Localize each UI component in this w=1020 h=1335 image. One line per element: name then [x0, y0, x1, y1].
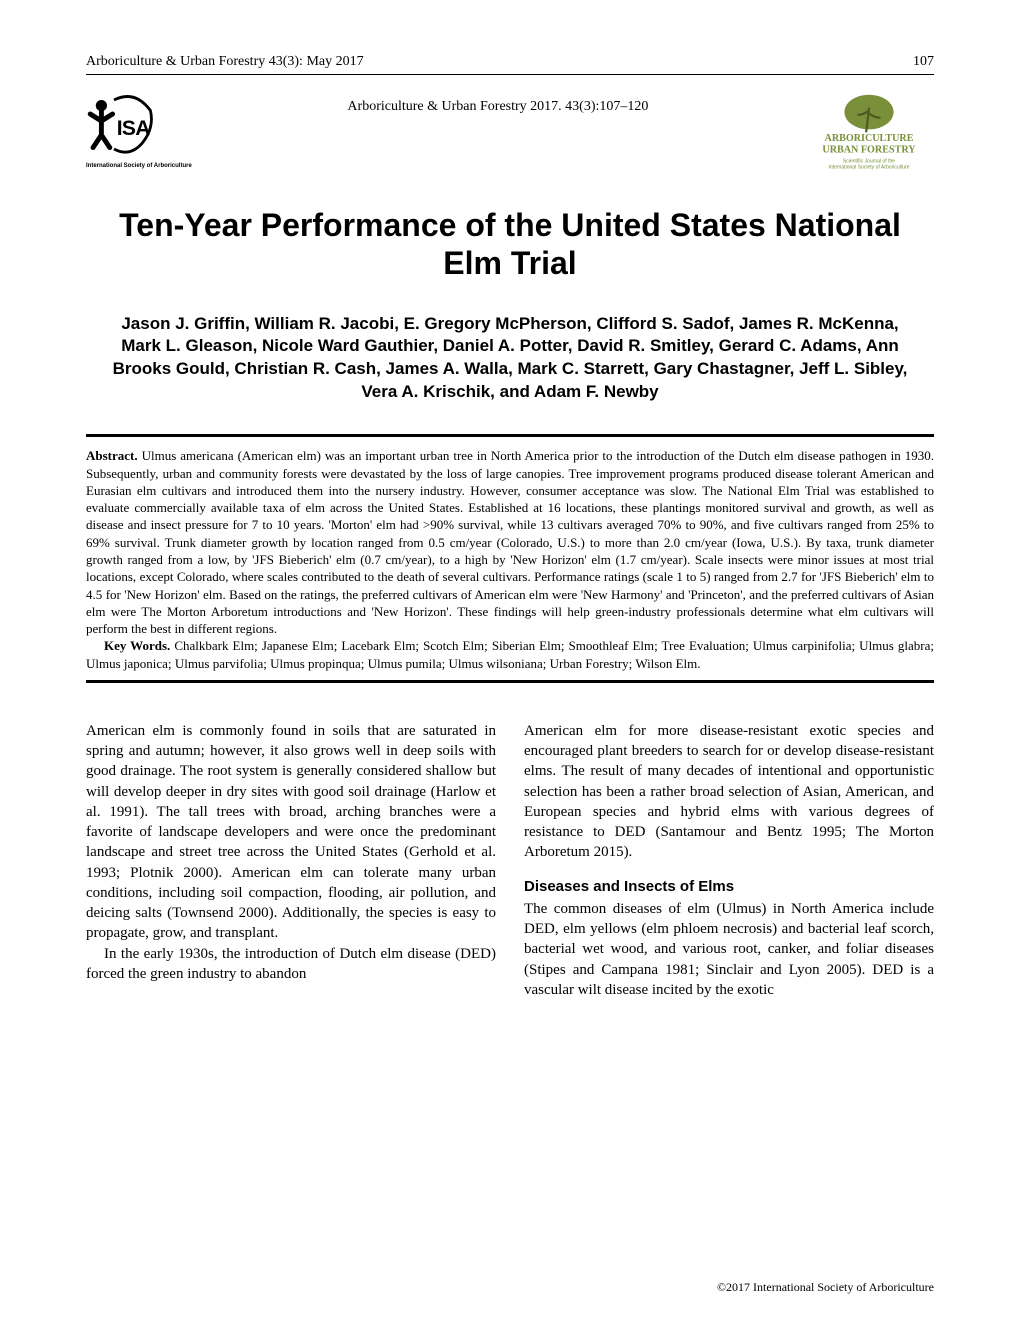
running-header: Arboriculture & Urban Forestry 43(3): Ma…: [86, 54, 934, 75]
body-columns: American elm is commonly found in soils …: [86, 721, 934, 1000]
auf-logo-sub2: International Society of Arboriculture: [828, 164, 909, 170]
body-p4: The common diseases of elm (Ulmus) in No…: [524, 899, 934, 1000]
isa-logo-icon: ISA: [86, 93, 156, 163]
article-title: Ten-Year Performance of the United State…: [86, 207, 934, 283]
authors: Jason J. Griffin, William R. Jacobi, E. …: [104, 313, 916, 405]
keywords-text: Chalkbark Elm; Japanese Elm; Lacebark El…: [86, 638, 934, 670]
banner-citation: Arboriculture & Urban Forestry 2017. 43(…: [192, 93, 804, 115]
isa-logo: ISA International Society of Arboricultu…: [86, 93, 192, 169]
running-header-left: Arboriculture & Urban Forestry 43(3): Ma…: [86, 54, 364, 70]
abstract-block: Abstract. Ulmus americana (American elm)…: [86, 434, 934, 683]
section-heading-diseases: Diseases and Insects of Elms: [524, 877, 934, 897]
body-p1: American elm is commonly found in soils …: [86, 721, 496, 944]
copyright-footer: ©2017 International Society of Arboricul…: [717, 1280, 934, 1295]
page: Arboriculture & Urban Forestry 43(3): Ma…: [0, 0, 1020, 1335]
isa-logo-text: ISA: [117, 117, 150, 140]
banner: ISA International Society of Arboricultu…: [86, 93, 934, 173]
auf-logo-line1: ARBORICULTURE: [825, 133, 914, 144]
running-header-page-number: 107: [913, 54, 934, 70]
body-p3: American elm for more disease-resistant …: [524, 721, 934, 863]
body-p2: In the early 1930s, the introduction of …: [86, 944, 496, 985]
auf-logo-line2: URBAN FORESTRY: [822, 145, 916, 156]
auf-logo-icon: ARBORICULTURE URBAN FORESTRY Scientific …: [804, 93, 934, 173]
keywords-line: Key Words. Chalkbark Elm; Japanese Elm; …: [86, 637, 934, 672]
abstract-body: Ulmus americana (American elm) was an im…: [86, 448, 934, 636]
abstract-paragraph: Abstract. Ulmus americana (American elm)…: [86, 447, 934, 637]
keywords-lead: Key Words.: [104, 638, 170, 653]
auf-logo: ARBORICULTURE URBAN FORESTRY Scientific …: [804, 93, 934, 173]
abstract-lead: Abstract.: [86, 448, 138, 463]
isa-logo-subtext: International Society of Arboriculture: [86, 163, 192, 169]
